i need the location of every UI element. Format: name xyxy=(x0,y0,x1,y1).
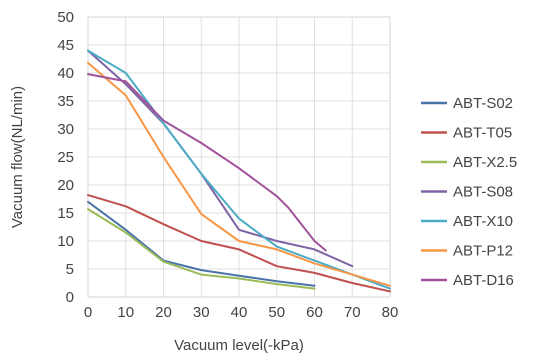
series-line-abt-s02 xyxy=(87,200,316,287)
y-tick-label: 25 xyxy=(57,149,74,166)
x-tick-label: 20 xyxy=(155,304,172,321)
legend-item: ABT-D16 xyxy=(421,272,514,289)
y-tick-label: 35 xyxy=(57,93,74,110)
x-tick-label: 10 xyxy=(117,304,134,321)
legend-label: ABT-D16 xyxy=(453,272,514,289)
x-tick-label: 40 xyxy=(231,304,248,321)
x-tick-label: 70 xyxy=(344,304,361,321)
legend-item: ABT-P12 xyxy=(421,243,513,260)
tick-labels: 0 10 20 30 40 50 60 70 80 0 5 10 15 20 25 30 35 40 45 50 xyxy=(57,9,398,321)
legend-item: ABT-T05 xyxy=(421,125,512,142)
legend-label: ABT-S02 xyxy=(453,95,513,112)
plot-border xyxy=(87,16,391,298)
legend-label: ABT-X10 xyxy=(453,213,513,230)
x-axis-label: Vacuum level(-kPa) xyxy=(174,337,304,354)
series-line-abt-s08 xyxy=(87,49,354,268)
series-line-abt-p12 xyxy=(87,61,391,287)
grid xyxy=(87,16,391,298)
x-tick-label: 80 xyxy=(382,304,399,321)
legend-label: ABT-X2.5 xyxy=(453,154,517,171)
legend-item: ABT-S08 xyxy=(421,184,513,201)
legend-label: ABT-P12 xyxy=(453,243,513,260)
legend-item: ABT-X10 xyxy=(421,213,513,230)
y-tick-label: 15 xyxy=(57,205,74,222)
y-tick-label: 40 xyxy=(57,65,74,82)
y-tick-label: 45 xyxy=(57,37,74,54)
legend: ABT-S02 ABT-T05 ABT-X2.5 ABT-S08 ABT-X10 ABT-… xyxy=(421,95,517,289)
y-tick-label: 30 xyxy=(57,121,74,138)
y-axis-label: Vacuum flow(NL/min) xyxy=(9,86,26,228)
series-line-abt-t05 xyxy=(87,194,391,293)
legend-label: ABT-T05 xyxy=(453,125,512,142)
x-tick-label: 50 xyxy=(268,304,285,321)
series-line-abt-d16 xyxy=(87,73,327,252)
y-tick-label: 0 xyxy=(66,289,74,306)
legend-label: ABT-S08 xyxy=(453,184,513,201)
y-tick-label: 20 xyxy=(57,177,74,194)
legend-item: ABT-X2.5 xyxy=(421,154,517,171)
y-tick-label: 10 xyxy=(57,233,74,250)
y-tick-label: 5 xyxy=(66,261,74,278)
x-tick-label: 0 xyxy=(84,304,92,321)
x-tick-label: 30 xyxy=(193,304,210,321)
series-line-abt-x2-5 xyxy=(87,208,316,290)
legend-item: ABT-S02 xyxy=(421,95,513,112)
y-tick-label: 50 xyxy=(57,9,74,26)
x-tick-label: 60 xyxy=(306,304,323,321)
series-lines xyxy=(87,49,391,293)
